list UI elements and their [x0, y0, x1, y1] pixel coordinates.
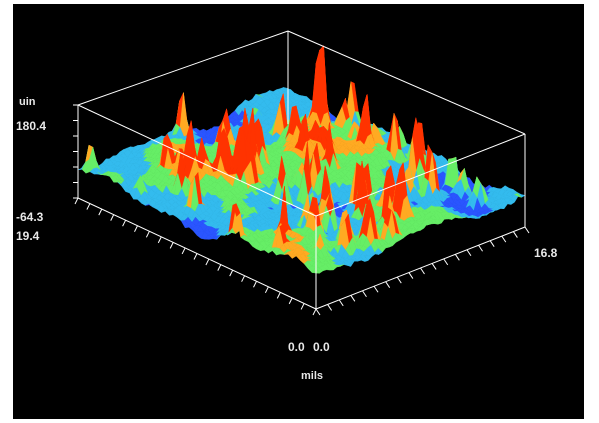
x-axis-tick [86, 203, 91, 210]
x-axis-tick [241, 275, 246, 282]
x-axis-tick [229, 269, 234, 277]
x-origin-label: 0.0 [288, 340, 305, 354]
y-axis-tick [315, 308, 321, 316]
x-axis-tick [157, 236, 162, 244]
x-axis-tick [122, 219, 127, 227]
x-axis-tick [98, 208, 103, 216]
frame-top-back-left [77, 30, 289, 106]
y-axis-tick [327, 304, 333, 311]
z-max-label: 180.4 [16, 119, 46, 133]
frame-top-front-left [77, 104, 317, 217]
surface-mesh [77, 45, 526, 274]
y-far-label: 16.8 [534, 246, 558, 260]
y-axis-tick [420, 267, 425, 275]
y-axis-tick [408, 272, 414, 279]
y-axis-tick [385, 281, 391, 288]
x-far-label: 19.4 [16, 229, 40, 243]
y-axis-tick [454, 254, 460, 261]
x-axis-tick [169, 242, 174, 249]
y-axis-tick [478, 244, 483, 252]
x-axis-tick [217, 264, 222, 271]
x-axis-tick [288, 297, 293, 305]
x-axis-tick [276, 292, 281, 299]
y-axis-tick [466, 249, 472, 257]
y-axis-tick [373, 285, 379, 293]
axis-ticks [73, 104, 530, 316]
surface-plot: uin 180.4 -64.3 19.4 0.0 0.0 16.8 mils [16, 30, 558, 382]
y-axis-tick [524, 226, 530, 234]
x-axis-tick [300, 303, 305, 310]
x-axis-tick [193, 253, 198, 260]
x-axis-tick [145, 231, 150, 238]
y-origin-label: 0.0 [313, 340, 330, 354]
y-axis-tick [362, 290, 367, 298]
x-axis-tick [264, 286, 269, 294]
x-axis-tick [181, 247, 186, 255]
x-axis-tick [110, 214, 115, 221]
x-axis-tick [205, 258, 210, 266]
y-axis-tick [512, 231, 518, 238]
z-min-label: -64.3 [16, 210, 44, 224]
y-axis-tick [396, 276, 402, 284]
x-axis-tick [74, 197, 79, 205]
y-axis-tick [489, 240, 495, 247]
frame-top-front-right [315, 133, 526, 217]
plot-panel: uin 180.4 -64.3 19.4 0.0 0.0 16.8 mils [13, 4, 584, 419]
y-axis-tick [501, 235, 507, 243]
x-axis-tick [134, 225, 138, 232]
x-axis-tick [253, 281, 257, 288]
z-unit-label: uin [19, 96, 36, 108]
y-axis-tick [443, 258, 449, 266]
frame-top-back-right [287, 30, 526, 135]
x-unit-label: mils [301, 370, 323, 382]
x-axis-tick [312, 308, 317, 316]
y-axis-tick [338, 299, 344, 307]
y-axis-tick [350, 295, 356, 302]
y-axis-tick [431, 263, 437, 270]
